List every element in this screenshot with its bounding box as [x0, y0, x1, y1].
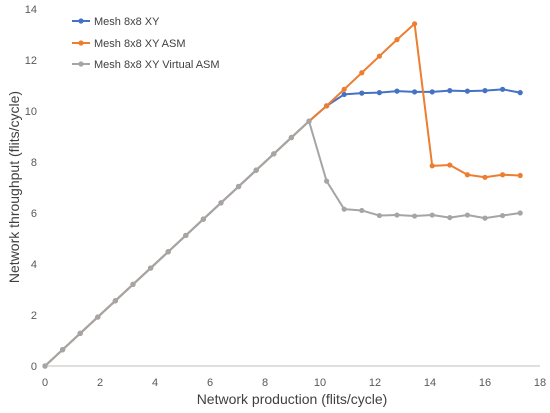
series-line-mesh-8x8-xy-virtual-asm	[44, 120, 522, 367]
y-tick-label: 2	[31, 310, 37, 322]
data-point-mesh-8x8-xy-virtual-asm	[271, 151, 277, 157]
legend-label: Mesh 8x8 XY ASM	[94, 38, 186, 50]
legend-marker-dot	[78, 18, 84, 24]
data-point-mesh-8x8-xy-virtual-asm	[464, 212, 470, 218]
data-point-mesh-8x8-xy-virtual-asm	[482, 215, 488, 221]
data-point-mesh-8x8-xy-virtual-asm	[95, 314, 101, 320]
legend-marker-dot	[78, 61, 84, 67]
data-point-mesh-8x8-xy-virtual-asm	[376, 212, 382, 219]
data-point-mesh-8x8-xy-virtual-asm	[394, 212, 400, 218]
data-point-mesh-8x8-xy	[464, 88, 470, 94]
y-tick-label: 4	[31, 259, 37, 271]
y-tick-label: 0	[31, 361, 37, 373]
data-point-mesh-8x8-xy-asm	[482, 174, 488, 180]
data-point-mesh-8x8-xy-virtual-asm	[77, 330, 83, 336]
data-point-mesh-8x8-xy	[376, 90, 382, 96]
x-tick-label: 8	[262, 377, 268, 389]
data-point-mesh-8x8-xy-asm	[464, 172, 470, 178]
x-tick-label: 14	[424, 377, 436, 389]
x-tick-label: 4	[152, 377, 158, 389]
data-point-mesh-8x8-xy-virtual-asm	[429, 212, 435, 218]
data-point-mesh-8x8-xy-virtual-asm	[324, 178, 330, 184]
data-point-mesh-8x8-xy	[341, 91, 347, 98]
data-point-mesh-8x8-xy-virtual-asm	[183, 232, 189, 239]
data-point-mesh-8x8-xy-virtual-asm	[148, 265, 154, 271]
data-point-mesh-8x8-xy-virtual-asm	[165, 249, 171, 255]
legend-label: Mesh 8x8 XY Virtual ASM	[94, 59, 220, 71]
data-point-mesh-8x8-xy-virtual-asm	[288, 134, 294, 141]
data-point-mesh-8x8-xy-virtual-asm	[200, 216, 206, 222]
y-tick-label: 12	[25, 55, 37, 67]
y-tick-label: 10	[25, 106, 37, 118]
data-point-mesh-8x8-xy-virtual-asm	[253, 167, 259, 173]
data-point-mesh-8x8-xy	[500, 86, 506, 92]
x-axis-title: Network production (flits/cycle)	[197, 391, 388, 407]
data-point-mesh-8x8-xy-asm	[447, 162, 453, 168]
x-tick-label: 18	[534, 377, 546, 389]
data-point-mesh-8x8-xy-asm	[359, 70, 365, 76]
data-point-mesh-8x8-xy	[447, 88, 453, 94]
data-point-mesh-8x8-xy-asm	[324, 103, 330, 109]
y-axis-title: Network throughput (flits/cycle)	[6, 91, 22, 283]
data-point-mesh-8x8-xy-asm	[517, 172, 523, 179]
data-point-mesh-8x8-xy	[394, 88, 400, 94]
x-tick-label: 6	[207, 377, 213, 389]
x-tick-label: 2	[97, 377, 103, 389]
data-point-mesh-8x8-xy-virtual-asm	[341, 206, 347, 212]
y-axis-tick-labels: 0 2 4 6 8 10 12 14	[25, 4, 37, 373]
data-point-mesh-8x8-xy-asm	[394, 37, 400, 43]
series-mesh-8x8-xy-virtual-asm	[42, 118, 523, 369]
data-point-mesh-8x8-xy-asm	[376, 53, 382, 59]
series-group	[42, 21, 523, 369]
x-tick-label: 0	[42, 377, 48, 389]
legend-item-mesh-8x8-xy-virtual-asm: Mesh 8x8 XY Virtual ASM	[72, 59, 220, 71]
legend-marker-dot	[78, 40, 84, 46]
data-point-mesh-8x8-xy-virtual-asm	[412, 213, 418, 219]
y-tick-label: 6	[31, 208, 37, 220]
data-point-mesh-8x8-xy-virtual-asm	[359, 207, 365, 214]
data-point-mesh-8x8-xy	[359, 90, 365, 96]
x-tick-label: 10	[314, 377, 326, 389]
data-point-mesh-8x8-xy-virtual-asm	[60, 347, 66, 353]
data-point-mesh-8x8-xy	[517, 90, 523, 96]
data-point-mesh-8x8-xy-asm	[500, 172, 506, 178]
legend-item-mesh-8x8-xy: Mesh 8x8 XY	[72, 16, 160, 28]
legend: Mesh 8x8 XY Mesh 8x8 XY ASM Mesh 8x8 XY Vi…	[72, 16, 220, 71]
data-point-mesh-8x8-xy-virtual-asm	[42, 363, 48, 369]
y-tick-label: 8	[31, 157, 37, 169]
x-tick-label: 16	[479, 377, 491, 389]
legend-label: Mesh 8x8 XY	[94, 16, 160, 28]
x-tick-label: 12	[369, 377, 381, 389]
data-point-mesh-8x8-xy-asm	[429, 163, 435, 169]
data-point-mesh-8x8-xy-virtual-asm	[218, 200, 224, 206]
data-point-mesh-8x8-xy	[482, 88, 488, 94]
data-point-mesh-8x8-xy-asm	[341, 86, 347, 92]
legend-item-mesh-8x8-xy-asm: Mesh 8x8 XY ASM	[72, 38, 186, 50]
data-point-mesh-8x8-xy-virtual-asm	[500, 212, 506, 219]
data-point-mesh-8x8-xy-virtual-asm	[517, 210, 523, 216]
data-point-mesh-8x8-xy-virtual-asm	[306, 118, 312, 124]
data-point-mesh-8x8-xy-asm	[412, 21, 418, 27]
data-point-mesh-8x8-xy-virtual-asm	[447, 214, 453, 221]
data-point-mesh-8x8-xy-virtual-asm	[130, 281, 136, 287]
data-point-mesh-8x8-xy	[429, 89, 435, 95]
data-point-mesh-8x8-xy	[412, 89, 418, 95]
data-point-mesh-8x8-xy-virtual-asm	[112, 298, 118, 304]
y-tick-label: 14	[25, 4, 37, 16]
x-axis-tick-labels: 0 2 4 6 8 10 12 14 16 18	[42, 377, 546, 389]
data-point-mesh-8x8-xy-virtual-asm	[236, 183, 242, 190]
